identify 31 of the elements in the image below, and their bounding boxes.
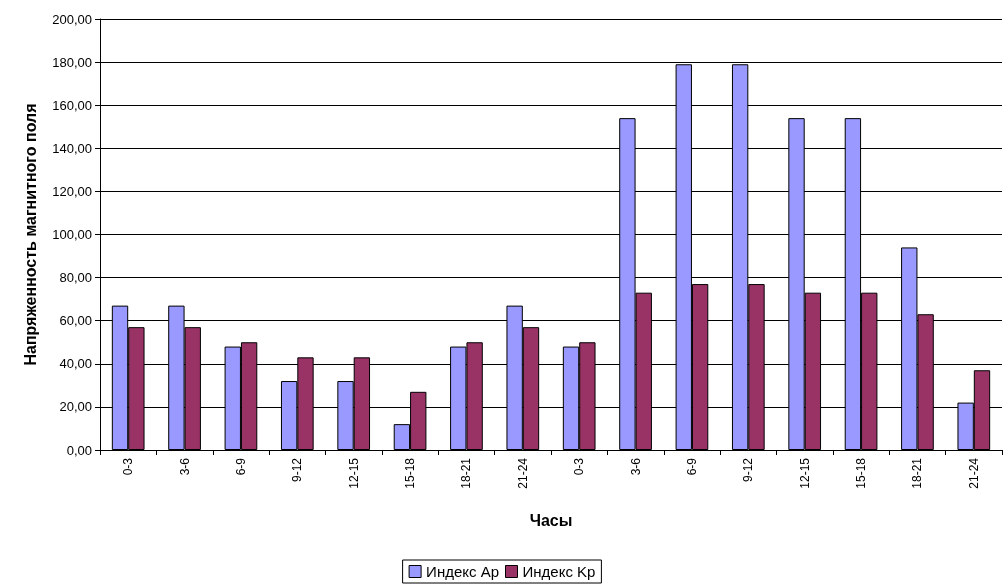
legend-label: Индекс Ap [426, 563, 499, 580]
x-tick-label: 18-21 [459, 457, 474, 489]
x-tick-label: 15-18 [854, 457, 869, 489]
y-tick-label: 140,00 [52, 140, 92, 156]
x-tick-label: 0-3 [572, 457, 587, 476]
y-tick-label: 40,00 [59, 356, 92, 372]
x-axis-title: Часы [529, 511, 573, 529]
x-tick-label: 6-9 [684, 457, 699, 476]
x-tick-label: 3-6 [177, 457, 192, 476]
x-tick-label: 12-15 [797, 457, 812, 489]
y-tick-label: 0,00 [66, 442, 92, 458]
x-tick-label: 6-9 [233, 457, 248, 476]
x-tick-label: 15-18 [403, 457, 418, 489]
legend-label: Индекс Kp [522, 563, 596, 580]
x-tick-label: 0-3 [121, 457, 136, 476]
y-tick-label: 80,00 [59, 270, 92, 286]
x-tick-label: 3-6 [628, 457, 643, 476]
y-tick-label: 180,00 [52, 54, 92, 70]
x-tick-label: 21-24 [966, 457, 981, 489]
x-tick-label: 9-12 [741, 457, 756, 483]
x-tick-label: 18-21 [910, 457, 925, 489]
y-tick-label: 100,00 [52, 227, 92, 242]
x-tick-label: 21-24 [515, 457, 530, 489]
y-tick-label: 160,00 [52, 97, 92, 113]
y-tick-label: 120,00 [52, 183, 92, 199]
y-axis-title: Напряженность магнитного поля [21, 103, 39, 366]
x-tick-label: 12-15 [346, 457, 361, 489]
y-tick-label: 60,00 [59, 313, 92, 329]
y-tick-label: 200,00 [52, 11, 92, 27]
x-tick-label: 9-12 [290, 457, 305, 483]
y-tick-label: 20,00 [59, 399, 92, 415]
